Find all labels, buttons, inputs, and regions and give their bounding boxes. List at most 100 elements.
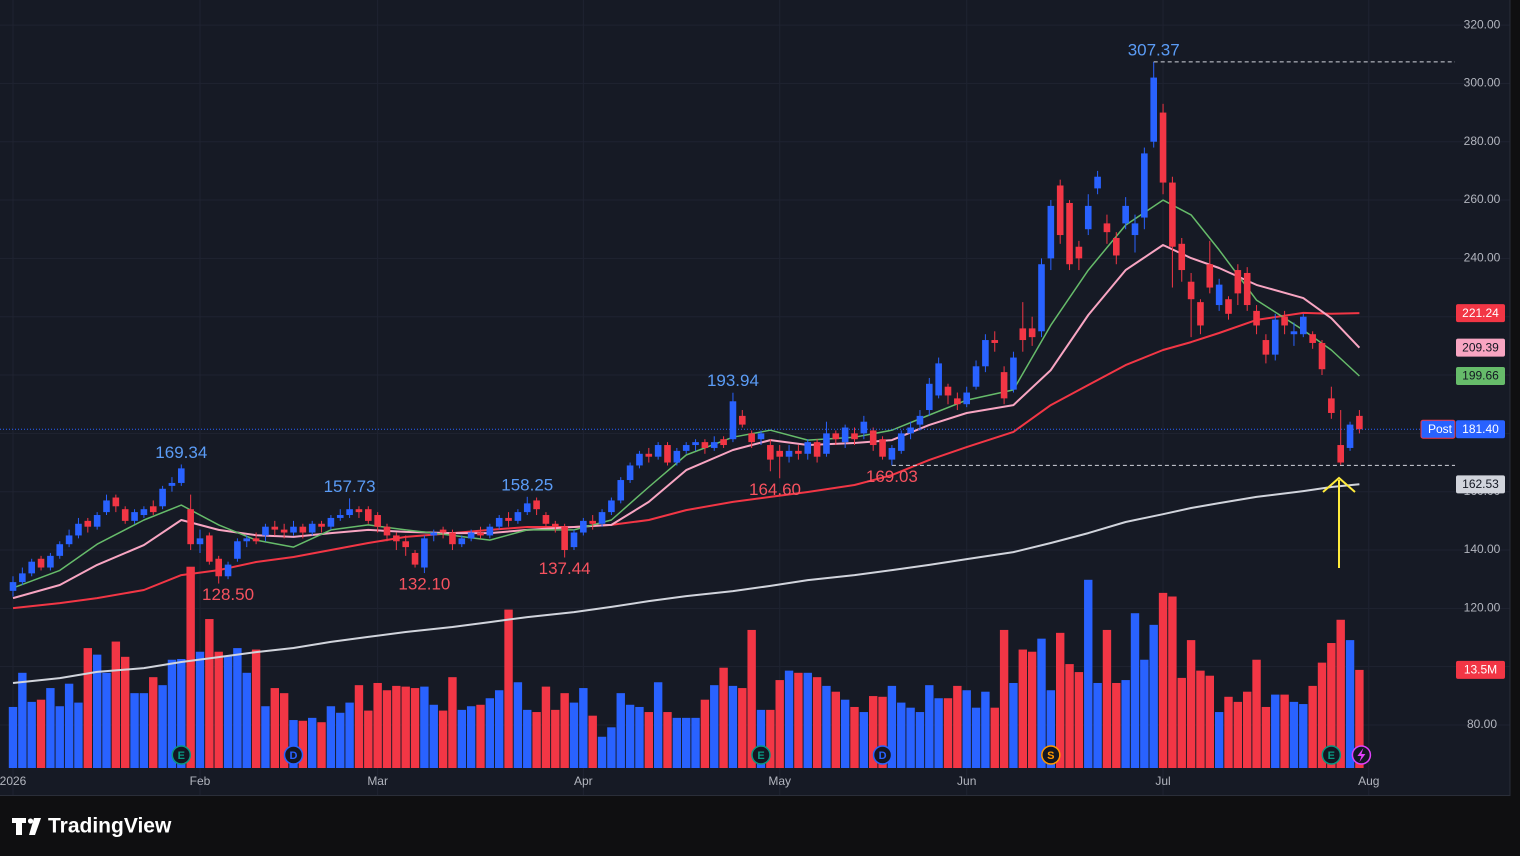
volume-bar	[261, 706, 270, 768]
candle-body	[449, 532, 456, 545]
candle-body	[523, 503, 531, 513]
volume-bar	[1224, 696, 1233, 768]
candle-body	[458, 538, 466, 545]
volume-bar	[279, 693, 289, 768]
volume-bar	[1027, 651, 1037, 768]
candle-body	[1047, 205, 1055, 259]
event-icon	[171, 745, 192, 765]
candle-body	[75, 523, 82, 536]
volume-bar	[1018, 649, 1027, 768]
volume-bar	[495, 690, 504, 768]
volume-bar	[1317, 662, 1327, 768]
candle-body	[682, 445, 690, 451]
price-annotation: 169.34	[155, 443, 207, 462]
price-annotation: 193.94	[707, 371, 759, 390]
candle-body	[991, 340, 999, 343]
candle-body	[299, 526, 307, 533]
candle-body	[1169, 182, 1176, 247]
volume-bar	[1140, 659, 1149, 768]
candle-body	[1178, 243, 1186, 271]
last-price-tag-box	[1456, 420, 1505, 439]
candle-body	[533, 500, 540, 510]
volume-bar	[46, 688, 55, 768]
candle-body	[710, 442, 718, 448]
candle-body	[748, 433, 755, 443]
volume-bar	[691, 717, 700, 768]
volume-bar	[569, 702, 579, 768]
volume-bar	[962, 690, 971, 768]
logo-mark	[27, 818, 34, 824]
volume-bar	[850, 706, 859, 768]
volume-bar	[485, 698, 495, 768]
candle-body	[589, 520, 596, 524]
candle-body	[365, 509, 372, 521]
candle-body	[869, 430, 877, 446]
volume-bar	[541, 686, 551, 768]
volume-bar	[1009, 682, 1018, 768]
volume-bar	[859, 712, 869, 768]
candle-body	[1300, 316, 1307, 335]
volume-bar	[448, 677, 457, 768]
candle-body	[1066, 202, 1073, 265]
volume-bar	[822, 685, 831, 768]
price-annotation: 132.10	[398, 575, 450, 594]
volume-bar	[336, 712, 345, 768]
candle-body	[1309, 334, 1316, 343]
ma-price-tag: 221.24	[1462, 306, 1499, 320]
event-icon	[872, 745, 893, 765]
candle-body	[393, 535, 400, 542]
logo-icon	[12, 818, 41, 835]
event-icon	[283, 745, 304, 765]
candle-body	[1141, 153, 1148, 218]
event-icon	[751, 745, 771, 765]
candle-body	[514, 512, 522, 521]
volume-bar	[214, 651, 223, 768]
volume-bar	[672, 717, 682, 768]
candle-body	[972, 366, 980, 387]
volume-bar	[588, 715, 597, 768]
x-tick-label: Feb	[190, 774, 211, 788]
event-label: E	[1328, 750, 1335, 762]
volume-bar	[897, 702, 906, 768]
candle-body	[580, 520, 587, 533]
candle-body	[112, 497, 120, 507]
volume-bar	[794, 672, 803, 768]
candle-body	[9, 582, 17, 591]
candle-body	[1253, 310, 1260, 326]
volume-bar	[289, 720, 298, 768]
volume-bar	[579, 688, 588, 768]
volume-bar	[953, 685, 962, 768]
candle-body	[121, 509, 129, 521]
volume-bar	[1065, 664, 1074, 768]
event-icon	[1321, 745, 1342, 765]
candle-body	[411, 552, 419, 565]
candle-body	[1271, 319, 1279, 355]
volume-bar	[1177, 677, 1186, 768]
candle-body	[617, 480, 625, 501]
volume-bar	[205, 619, 214, 768]
x-tick-label: Apr	[574, 774, 593, 788]
volume-bar	[410, 688, 420, 768]
ma-price-tag: 199.66	[1462, 369, 1499, 383]
y-tick-label: 80.00	[1467, 717, 1497, 731]
candle-body	[757, 433, 765, 440]
volume-bar	[92, 654, 102, 768]
candle-body	[1356, 415, 1363, 430]
candle-body	[439, 529, 447, 533]
candle-body	[1056, 185, 1064, 236]
candle-body	[159, 488, 166, 507]
volume-bar	[1243, 691, 1252, 768]
volume-bar	[195, 651, 205, 768]
volume-bar	[438, 710, 448, 768]
candle-body	[626, 465, 634, 481]
candle-body	[1234, 270, 1242, 294]
volume-bar	[1271, 694, 1280, 768]
volume-bar	[1168, 596, 1177, 768]
volume-bar	[392, 685, 401, 768]
volume-tag-box	[1456, 660, 1505, 679]
candle-body	[1150, 77, 1157, 142]
candle-body	[1094, 176, 1101, 189]
price-annotation: 169.03	[866, 467, 918, 486]
volume-bar	[1280, 694, 1289, 768]
